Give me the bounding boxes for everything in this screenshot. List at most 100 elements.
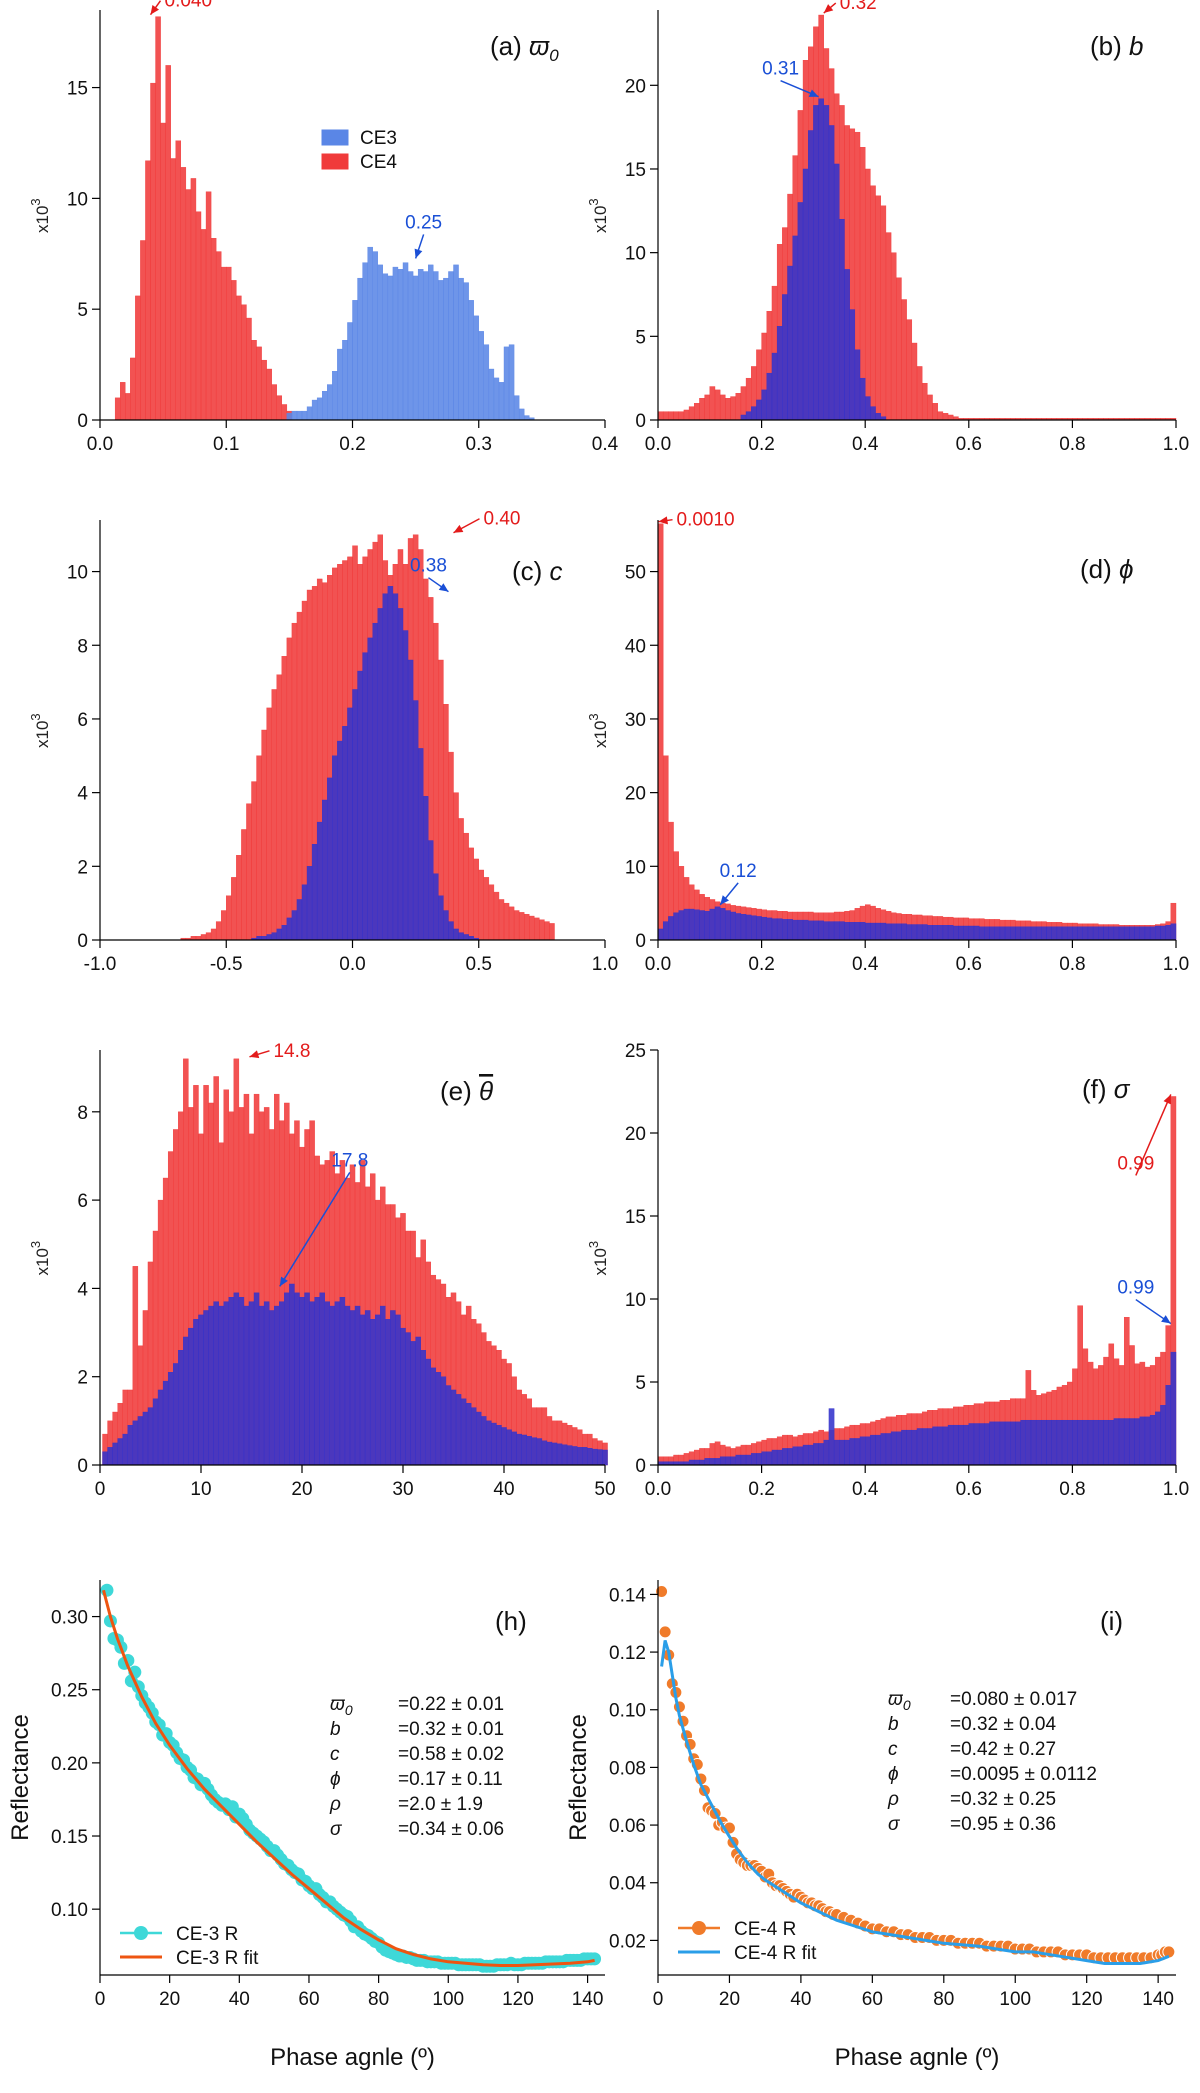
histogram-bar <box>978 926 985 941</box>
histogram-bar <box>443 704 449 941</box>
histogram-bar <box>291 410 298 421</box>
histogram-bar <box>880 922 887 941</box>
histogram-bar <box>958 925 964 941</box>
y-tick-label: 5 <box>635 327 646 348</box>
histogram-bar <box>771 918 778 941</box>
histogram-bar <box>1056 926 1063 941</box>
legend-label: CE-4 R fit <box>734 1943 817 1964</box>
histogram-bar <box>730 396 736 421</box>
histogram-bar <box>828 125 835 421</box>
histogram-bar <box>165 65 171 421</box>
x-axis-label: Phase agnle (º) <box>835 2044 1000 2071</box>
histogram-bar <box>833 1439 840 1466</box>
y-tick-label: 0.04 <box>609 1874 646 1895</box>
histogram-bar <box>364 1310 371 1466</box>
panel-d: 0.0 0.2 0.4 0.6 0.8 1.0 0 10 20 30 40 50 x103 (d) ϕ 0.… <box>586 510 1189 975</box>
histogram-bar <box>332 371 338 421</box>
histogram-bar <box>200 229 207 421</box>
x-tick-label: 1.0 <box>1163 1479 1189 1500</box>
histogram-bar <box>291 622 298 941</box>
histogram-bar <box>428 840 434 941</box>
series-ce3 <box>657 1351 1177 1466</box>
annotation-label: 0.99 <box>1117 1153 1154 1174</box>
annotation-arrowhead <box>1161 1315 1171 1324</box>
x-tick-label: -1.0 <box>84 954 117 975</box>
histogram-bar <box>1046 1419 1052 1466</box>
y-tick-label: 4 <box>77 1279 88 1300</box>
histogram-bar <box>516 1433 522 1466</box>
x-tick-label: 140 <box>572 1989 604 2010</box>
series-ce4 <box>114 16 293 421</box>
histogram-bar <box>483 877 490 941</box>
points-series <box>100 1583 602 1973</box>
histogram-bar <box>453 928 459 941</box>
histogram-bar <box>582 1447 588 1466</box>
histogram-bar <box>304 1292 310 1466</box>
fit-line <box>660 1640 1170 1965</box>
histogram-bar <box>870 1434 876 1466</box>
histogram-bar <box>465 1402 472 1466</box>
histogram-bar <box>963 925 969 941</box>
data-point <box>658 1625 672 1639</box>
annotation-label: 0.12 <box>720 861 757 882</box>
histogram-bar <box>730 911 736 941</box>
histogram-bar <box>205 932 212 941</box>
y-tick-label: 20 <box>625 784 646 805</box>
y-tick-label: 15 <box>625 1207 646 1228</box>
histogram-bar <box>448 751 454 941</box>
x-tick-label: 20 <box>719 1989 740 2010</box>
histogram-bar <box>1123 926 1130 941</box>
histogram-bar <box>808 130 814 421</box>
histogram-bar <box>808 920 814 941</box>
histogram-bar <box>797 919 804 941</box>
x-tick-label: 0.2 <box>748 1479 774 1500</box>
annotation-label: 17.8 <box>331 1150 368 1171</box>
x-tick-label: 0.2 <box>748 434 774 455</box>
histogram-bar <box>792 919 799 941</box>
y-axis-label: x103 <box>586 198 610 233</box>
histogram-bar <box>937 925 944 941</box>
histogram-bar <box>534 917 540 941</box>
y-tick-label: 0.15 <box>51 1827 88 1848</box>
param-symbol: ρ <box>329 1794 341 1815</box>
histogram-bar <box>263 1301 270 1466</box>
histogram-bar <box>167 1372 174 1466</box>
histogram-bar <box>511 1431 517 1466</box>
histogram-bar <box>813 920 819 941</box>
histogram-bar <box>377 608 384 941</box>
x-tick-label: 0.1 <box>213 434 239 455</box>
x-tick-label: 0.0 <box>339 954 365 975</box>
histogram-bar <box>233 1292 240 1466</box>
histogram-bar <box>251 340 257 421</box>
histogram-bar <box>953 925 959 941</box>
histogram-bar <box>309 1301 315 1466</box>
histogram-bar <box>1087 926 1094 941</box>
histogram-bar <box>261 729 267 941</box>
x-tick-label: 140 <box>1142 1989 1174 2010</box>
histogram-bar <box>968 925 975 941</box>
histogram-bar <box>719 1456 726 1466</box>
histogram-bar <box>833 163 840 421</box>
histogram-bar <box>766 1451 773 1466</box>
histogram-bar <box>1025 926 1032 941</box>
histogram-bar <box>662 921 669 941</box>
y-tick-label: 10 <box>67 563 88 584</box>
histogram-bar <box>833 921 840 941</box>
histogram-bar <box>125 393 131 421</box>
histogram-bar <box>782 1448 788 1466</box>
histogram-bar <box>999 926 1006 941</box>
annotation-label: 0.40 <box>484 509 521 530</box>
histogram-bar <box>766 372 773 421</box>
y-tick-label: 4 <box>77 784 88 805</box>
histogram-bar <box>921 1428 928 1466</box>
y-tick-label: 50 <box>625 563 646 584</box>
histogram-bar <box>885 923 892 941</box>
histogram-bar <box>306 866 313 941</box>
histogram-bar <box>714 906 721 941</box>
histogram-bar <box>587 1448 593 1466</box>
histogram-bar <box>180 167 187 421</box>
histogram-bar <box>792 1446 799 1466</box>
histogram-bar <box>1129 926 1135 941</box>
histogram-bar <box>1165 925 1172 941</box>
histogram-bar <box>286 413 293 421</box>
